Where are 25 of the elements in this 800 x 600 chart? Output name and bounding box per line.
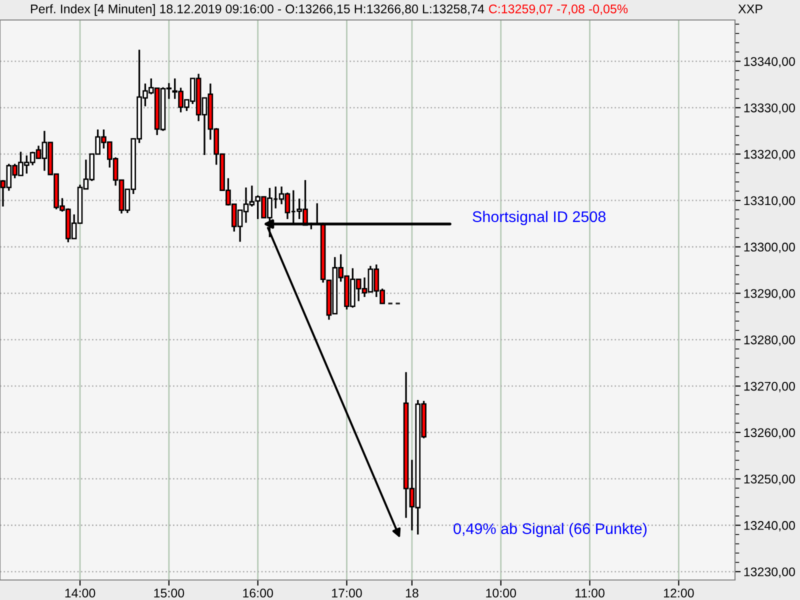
x-tick-label: 16:00 xyxy=(243,588,273,598)
x-tick-label: 12:00 xyxy=(664,588,694,598)
y-tick-label: 13320,00 xyxy=(744,150,795,160)
y-tick-label: 13280,00 xyxy=(744,335,795,346)
y-tick-label: 13340,00 xyxy=(744,57,795,68)
y-tick-label: 13240,00 xyxy=(744,521,795,532)
annotation: 0,49% ab Signal (66 Punkte) xyxy=(454,522,647,538)
x-tick-label: 11:00 xyxy=(576,588,604,598)
x-tick-label: 18 xyxy=(406,588,418,598)
x-tick-label: 14:00 xyxy=(65,588,96,598)
chart-title: Perf. Index [4 Minuten] 18.12.2019 09:16:00 - O:13266,15 H:13266,80 L:13258,74 xyxy=(31,4,484,16)
y-tick-label: 13270,00 xyxy=(744,382,795,392)
y-tick-label: 13260,00 xyxy=(744,428,795,439)
x-tick-label: 15:00 xyxy=(154,588,184,598)
chart-subtitle: C:13259,07 -7,08 -0,05% xyxy=(489,4,628,15)
x-tick-label: 17:00 xyxy=(332,588,362,598)
y-tick-label: 13330,00 xyxy=(744,103,795,114)
y-tick-label: 13250,00 xyxy=(744,474,795,485)
y-tick-label: 13290,00 xyxy=(744,289,795,300)
annotation: Shortsignal ID 2508 xyxy=(472,210,606,226)
y-tick-label: 13300,00 xyxy=(744,242,795,254)
y-tick-label: 13230,00 xyxy=(744,567,795,578)
x-tick-label: 10:00 xyxy=(486,588,516,598)
y-axis-title: XXP xyxy=(738,4,762,14)
y-tick-label: 13310,00 xyxy=(744,196,795,207)
